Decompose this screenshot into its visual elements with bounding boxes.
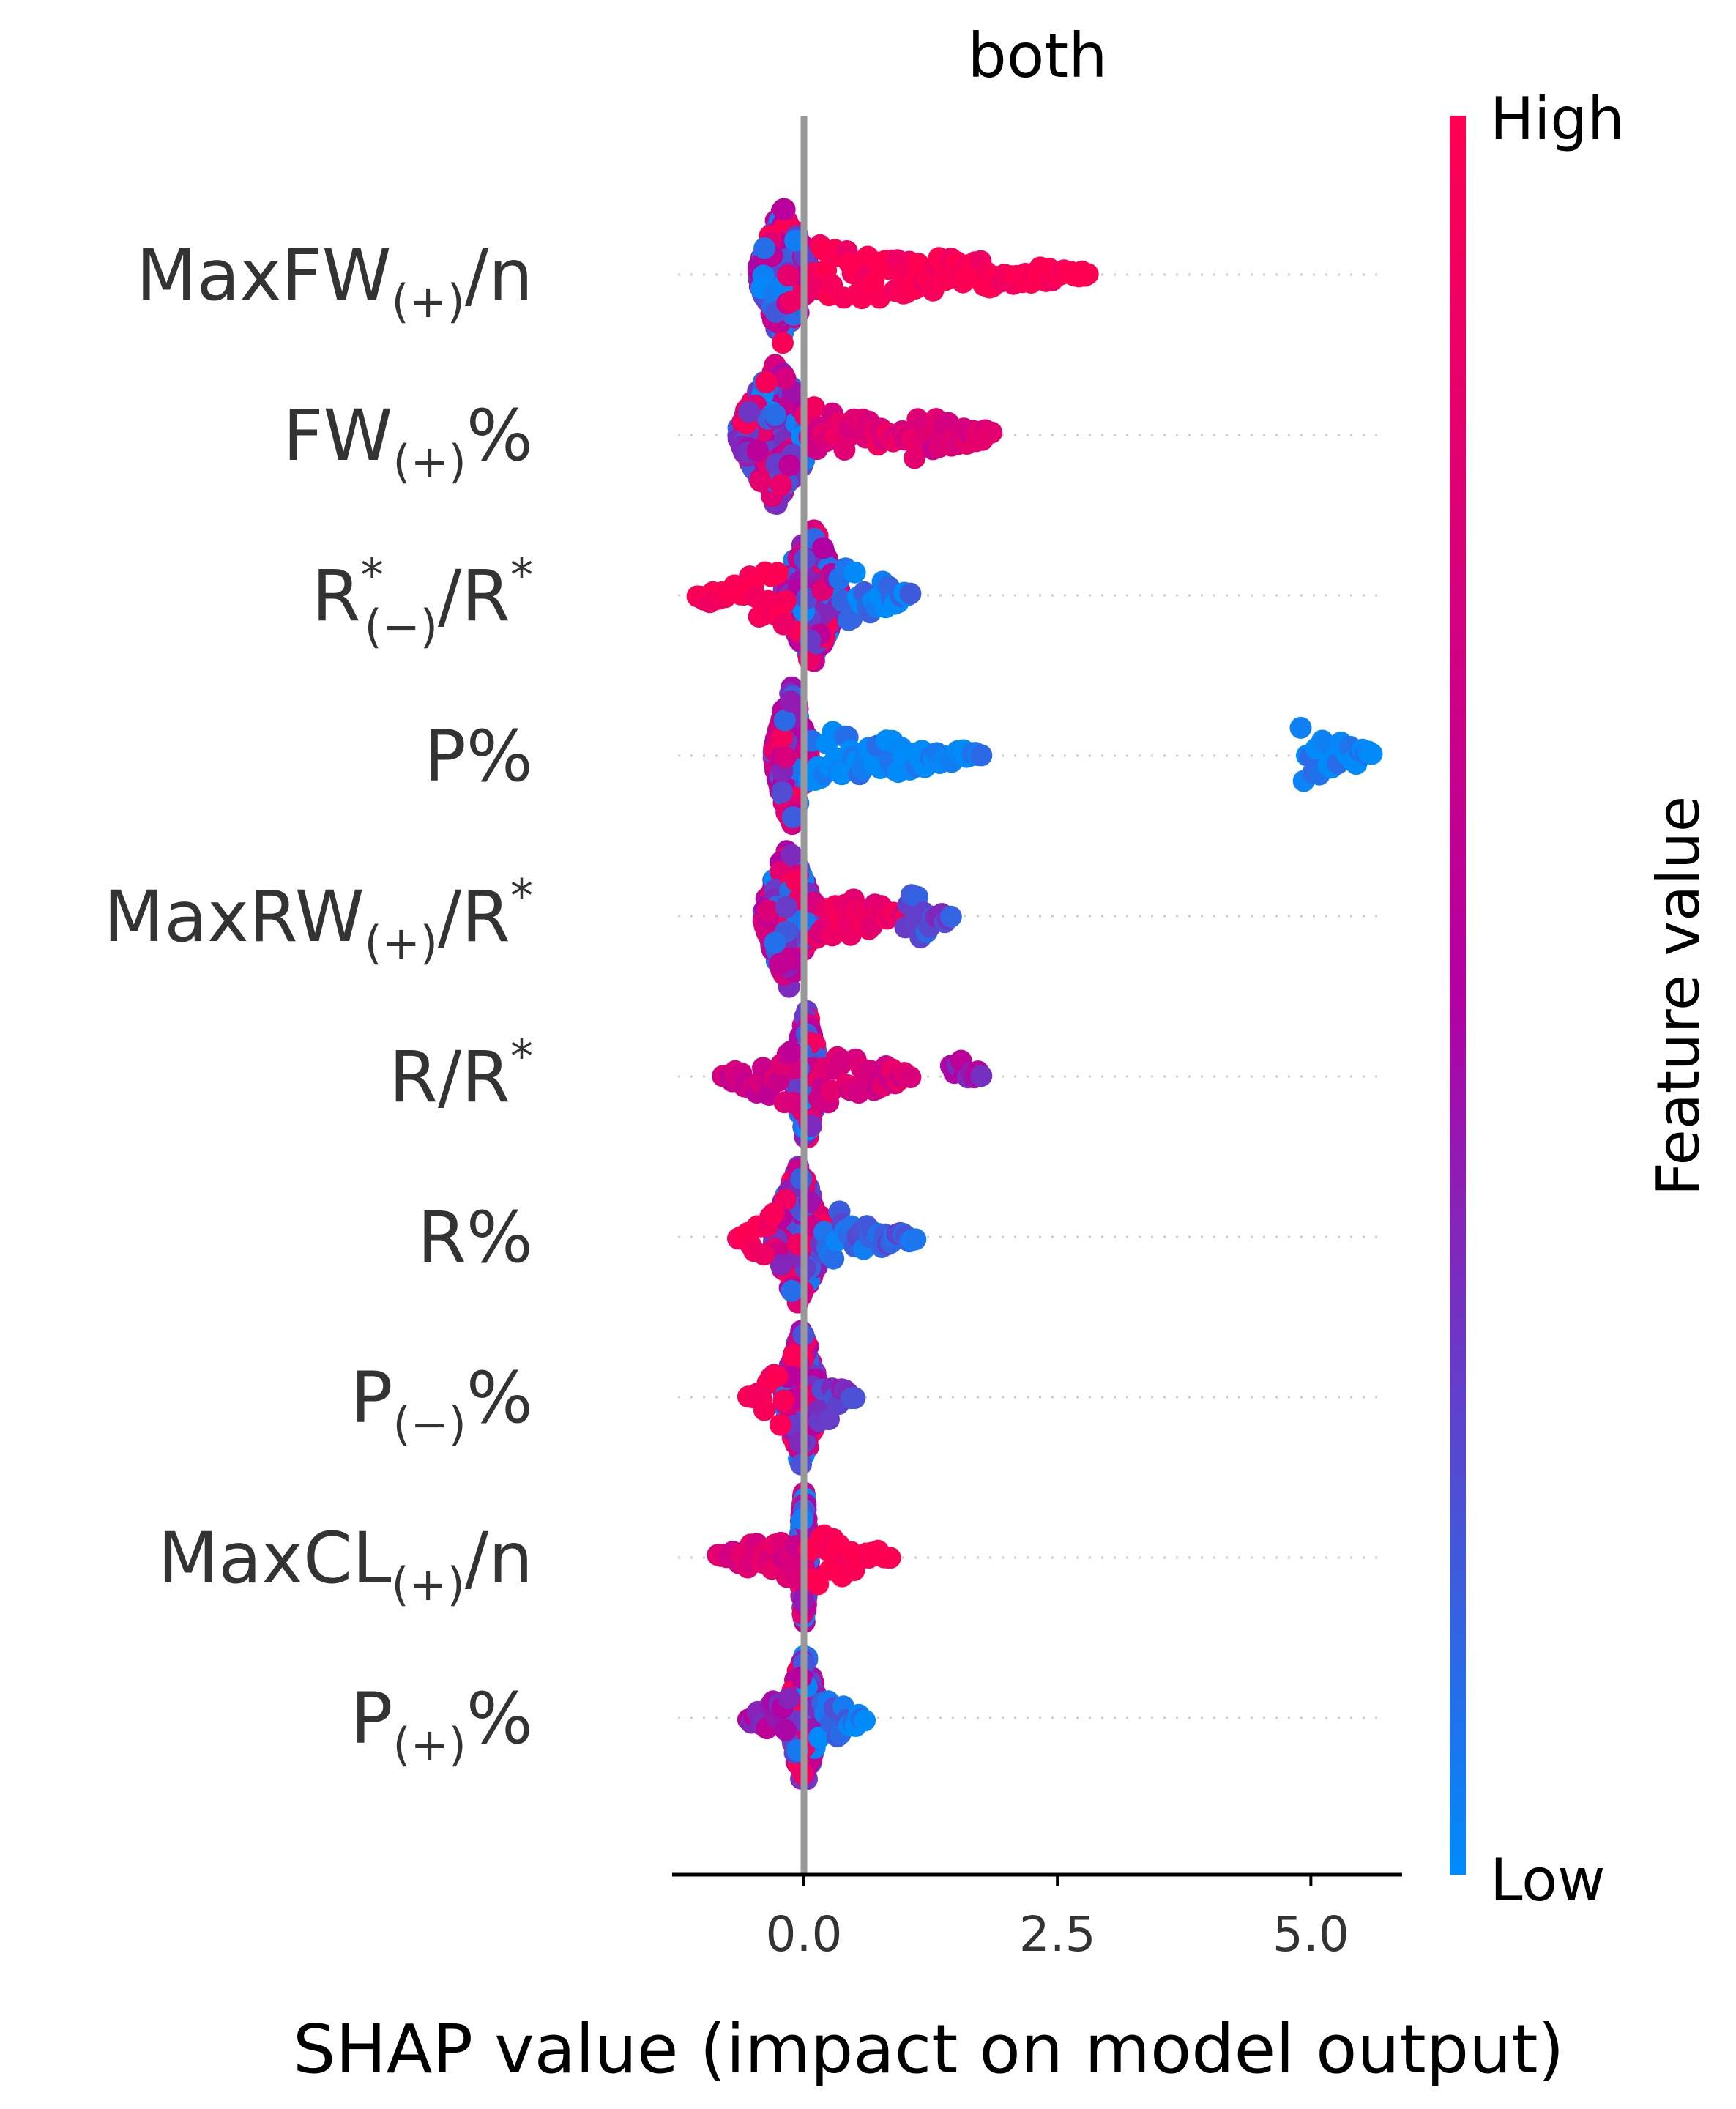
- shap-point: [772, 332, 794, 354]
- shap-point: [854, 1709, 876, 1732]
- feature-row-1: [727, 354, 1003, 515]
- feature-row-6: [727, 1156, 927, 1314]
- shap-point: [766, 562, 789, 584]
- x-tick-label: 5.0: [1273, 1906, 1349, 1963]
- shap-point: [879, 1547, 901, 1569]
- shap-point: [789, 1431, 811, 1454]
- shap-point: [753, 237, 776, 259]
- shap-point: [764, 403, 786, 426]
- feature-label: FW(+)%: [283, 395, 533, 488]
- shap-point: [767, 1070, 790, 1093]
- feature-rows: [678, 198, 1387, 1790]
- shap-point: [808, 1726, 830, 1749]
- shap-point: [781, 806, 804, 828]
- shap-point: [753, 1399, 775, 1421]
- shap-point: [1289, 716, 1312, 739]
- colorbar: [1450, 116, 1466, 1875]
- x-tick-label: 2.5: [1019, 1906, 1096, 1963]
- shap-point: [755, 371, 778, 393]
- shap-point: [757, 899, 780, 922]
- shap-point: [970, 1065, 993, 1087]
- shap-point: [1360, 743, 1383, 765]
- shap-point: [843, 1387, 866, 1410]
- x-axis-label: SHAP value (impact on model output): [293, 2010, 1564, 2088]
- shap-point: [781, 844, 802, 866]
- shap-point: [775, 896, 797, 918]
- shap-point: [772, 613, 795, 636]
- shap-point: [766, 1365, 789, 1388]
- x-ticks: 0.0 2.5 5.0: [766, 1875, 1349, 1963]
- shap-point: [771, 781, 794, 803]
- feature-row-0: [748, 198, 1099, 354]
- feature-row-5: [712, 1000, 993, 1149]
- shap-point: [773, 709, 796, 732]
- shap-point: [780, 1040, 802, 1063]
- feature-label: MaxRW(+)/R*: [103, 869, 533, 970]
- shap-point: [770, 1254, 792, 1276]
- feature-label: R/R*: [389, 1030, 533, 1118]
- shap-point: [746, 439, 769, 462]
- shap-point: [779, 690, 802, 713]
- shap-point: [769, 953, 791, 975]
- shap-point: [770, 474, 792, 496]
- shap-point: [769, 1413, 791, 1436]
- feature-label: MaxCL(+)/n: [158, 1517, 534, 1611]
- colorbar-low-label: Low: [1490, 1846, 1606, 1914]
- shap-point: [781, 290, 802, 313]
- shap-point: [774, 746, 797, 768]
- shap-point: [830, 763, 853, 786]
- shap-point: [904, 1228, 927, 1251]
- colorbar-title: Feature value: [1644, 796, 1713, 1196]
- shap-point: [772, 1389, 795, 1412]
- shap-point: [775, 1719, 797, 1741]
- shap-point: [774, 367, 797, 390]
- shap-point: [783, 1092, 805, 1114]
- feature-label: R* (−)/R*: [312, 548, 533, 653]
- shap-point: [749, 470, 772, 492]
- shap-point: [822, 1247, 845, 1270]
- feature-row-4: [752, 840, 962, 998]
- shap-point: [980, 421, 1003, 444]
- shap-point: [899, 582, 922, 605]
- feature-label: P(−)%: [351, 1357, 533, 1451]
- shap-point: [970, 744, 993, 767]
- shap-point: [778, 454, 801, 477]
- feature-label: MaxFW(+)/n: [136, 234, 533, 328]
- x-tick-label: 0.0: [766, 1906, 843, 1963]
- shap-point: [771, 726, 794, 749]
- feature-label: P(+)%: [351, 1678, 533, 1771]
- chart-title: both: [968, 20, 1108, 92]
- shap-point: [777, 264, 800, 287]
- shap-point: [773, 198, 796, 220]
- shap-point: [802, 396, 825, 419]
- shap-point: [812, 537, 835, 559]
- shap-point: [1076, 263, 1099, 286]
- shap-point: [807, 1573, 830, 1596]
- shap-point: [762, 1202, 785, 1225]
- shap-point: [737, 401, 760, 423]
- colorbar-high-label: High: [1490, 85, 1625, 153]
- shap-point: [899, 1066, 922, 1088]
- shap-point: [850, 287, 873, 310]
- shap-point: [843, 561, 866, 584]
- feature-label: P%: [424, 715, 533, 797]
- shap-point: [753, 1243, 775, 1266]
- shap-point: [781, 1279, 803, 1302]
- feature-label: R%: [417, 1197, 533, 1279]
- shap-point: [764, 931, 786, 954]
- shap-point: [782, 1344, 805, 1367]
- shap-point: [778, 1687, 800, 1710]
- feature-labels: MaxFW(+)/n FW(+)% R* (−)/R* P% MaxRW(+)/R* R/R…: [103, 234, 533, 1771]
- shap-point: [939, 905, 962, 928]
